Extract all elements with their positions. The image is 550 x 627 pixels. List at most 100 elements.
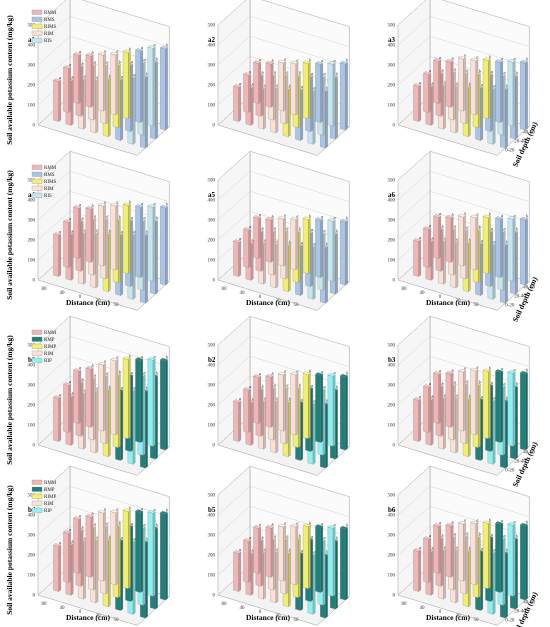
significance-label: b bbox=[289, 239, 291, 244]
significance-label: b bbox=[526, 520, 528, 525]
bar-top bbox=[53, 78, 62, 82]
grid-line bbox=[217, 0, 247, 26]
bar bbox=[520, 61, 526, 131]
y-tick-label: 400 bbox=[388, 199, 396, 204]
significance-label: a bbox=[154, 507, 156, 512]
depth-tick-label: 0-20 bbox=[505, 468, 515, 473]
bar-top bbox=[413, 397, 422, 401]
bar bbox=[423, 227, 429, 268]
bar-side bbox=[450, 524, 454, 578]
bar bbox=[147, 46, 154, 127]
bar-side bbox=[512, 371, 516, 447]
significance-label: a bbox=[94, 522, 96, 527]
grid-line bbox=[217, 171, 251, 201]
depth-tick-label: 40-60 bbox=[523, 130, 535, 135]
bar-side bbox=[78, 369, 81, 424]
legend-swatch bbox=[31, 171, 43, 177]
bar-side bbox=[80, 220, 84, 272]
bar-side bbox=[502, 74, 506, 136]
significance-label: a bbox=[134, 229, 136, 234]
significance-label: a bbox=[314, 241, 316, 246]
y-tick-label: 0 bbox=[213, 124, 216, 129]
bar-side bbox=[270, 62, 274, 108]
significance-label: b bbox=[489, 517, 491, 522]
bar-side bbox=[250, 401, 254, 446]
bar-side bbox=[295, 373, 299, 436]
bar bbox=[315, 218, 321, 278]
significance-label: a bbox=[514, 519, 516, 524]
y-tick-label: 500 bbox=[28, 494, 36, 499]
bar-side bbox=[440, 537, 444, 587]
bar-side bbox=[335, 540, 338, 610]
bar-top bbox=[470, 57, 479, 62]
significance-label: a bbox=[264, 396, 266, 401]
bar-side bbox=[428, 227, 431, 268]
bar-top bbox=[159, 204, 168, 209]
panels-layer: 0 100 200 300 400 500 a b a a b a a b a b a a b a a b a b a a b a a b… bbox=[28, 0, 540, 627]
bar-top bbox=[423, 71, 432, 75]
bar bbox=[122, 510, 129, 589]
bar-side bbox=[273, 387, 276, 441]
bar-top bbox=[327, 218, 336, 222]
y-tick-label: 200 bbox=[28, 554, 36, 559]
bar-side bbox=[68, 66, 71, 113]
bar bbox=[433, 524, 439, 574]
significance-label: a bbox=[134, 72, 136, 77]
bar-top bbox=[470, 214, 479, 219]
bar-side bbox=[295, 62, 299, 116]
y-tick-label: 400 bbox=[388, 364, 396, 369]
bar-side bbox=[288, 87, 291, 138]
bar-side bbox=[453, 228, 456, 276]
bar-side bbox=[295, 218, 299, 271]
grid-line bbox=[217, 336, 251, 366]
significance-label: a bbox=[259, 57, 261, 62]
bar-side bbox=[443, 240, 446, 285]
significance-label: b bbox=[309, 520, 311, 525]
significance-label: a bbox=[301, 240, 303, 245]
grid-line bbox=[429, 316, 530, 347]
bar-top bbox=[265, 374, 274, 378]
bar-side bbox=[165, 206, 168, 286]
grid-line bbox=[217, 191, 251, 221]
significance-label: a bbox=[321, 58, 323, 63]
bar bbox=[160, 206, 166, 286]
y-tick-label: 300 bbox=[388, 64, 396, 69]
bar-side bbox=[115, 53, 119, 116]
significance-label: b bbox=[252, 82, 254, 87]
y-tick-label: 100 bbox=[28, 259, 36, 264]
bar-side bbox=[275, 551, 279, 604]
significance-label: a bbox=[96, 227, 98, 232]
bar bbox=[495, 522, 501, 593]
bar-side bbox=[115, 204, 119, 271]
grid-line bbox=[69, 171, 170, 202]
bar bbox=[73, 53, 79, 104]
bar bbox=[433, 372, 439, 424]
bar-side bbox=[108, 388, 111, 458]
bar-side bbox=[490, 73, 493, 132]
significance-label: b bbox=[489, 211, 491, 216]
significance-label: a bbox=[69, 379, 71, 384]
significance-label: b bbox=[272, 522, 274, 527]
bar-side bbox=[93, 64, 96, 121]
bar-side bbox=[128, 203, 131, 275]
significance-label: a bbox=[296, 57, 298, 62]
bar bbox=[85, 207, 92, 263]
bar-side bbox=[308, 61, 311, 120]
significance-label: a bbox=[481, 546, 483, 551]
bar-side bbox=[430, 398, 434, 446]
grid-line bbox=[69, 151, 170, 182]
significance-label: b bbox=[146, 537, 148, 542]
bar-side bbox=[132, 233, 136, 300]
bar-side bbox=[142, 374, 146, 456]
significance-label: a bbox=[314, 85, 316, 90]
significance-label: b bbox=[469, 81, 471, 86]
bar-top bbox=[135, 509, 144, 513]
significance-label: a bbox=[131, 215, 133, 220]
bar-side bbox=[332, 219, 336, 282]
bar-side bbox=[58, 396, 61, 442]
y-tick-label: 100 bbox=[28, 574, 36, 579]
significance-label: b bbox=[109, 384, 111, 389]
bar bbox=[315, 525, 321, 593]
x-tick-label: 40 bbox=[60, 606, 66, 611]
